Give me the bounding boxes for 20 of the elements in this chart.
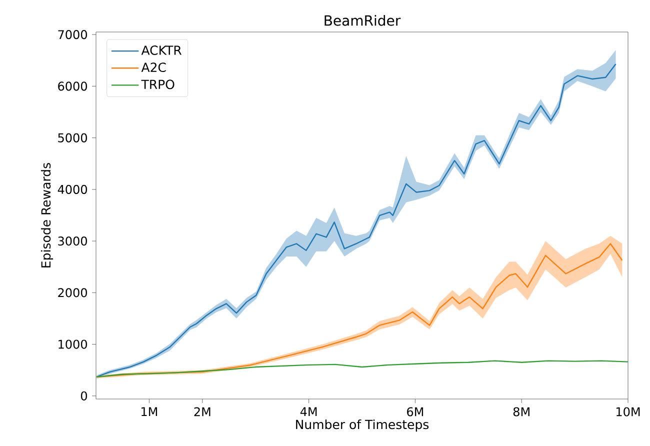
y-tick-label: 6000 [58, 82, 88, 91]
y-tick-label: 4000 [58, 184, 88, 194]
chart-title: BeamRider [324, 14, 401, 26]
x-tick-label: 10M [616, 407, 640, 416]
x-tick-label: 8M [513, 407, 530, 416]
x-tick-label: 4M [300, 407, 317, 416]
legend-label: TRPO [141, 80, 174, 90]
y-tick-label: 2000 [58, 288, 88, 298]
y-axis-title: Episode Rewards [40, 163, 54, 268]
x-axis-title: Number of Timesteps [296, 419, 429, 432]
y-tick-label: 1000 [58, 340, 88, 349]
x-tick-label: 6M [407, 407, 424, 416]
y-tick-label: 0 [80, 391, 88, 400]
y-tick-label: 7000 [58, 30, 88, 40]
x-tick-label: 2M [194, 407, 210, 416]
legend-label: ACKTR [141, 46, 182, 55]
legend-label: A2C [141, 62, 166, 72]
x-tick-label: 1M [142, 407, 158, 416]
y-tick-label: 5000 [58, 133, 88, 142]
y-tick-label: 3000 [58, 236, 88, 246]
